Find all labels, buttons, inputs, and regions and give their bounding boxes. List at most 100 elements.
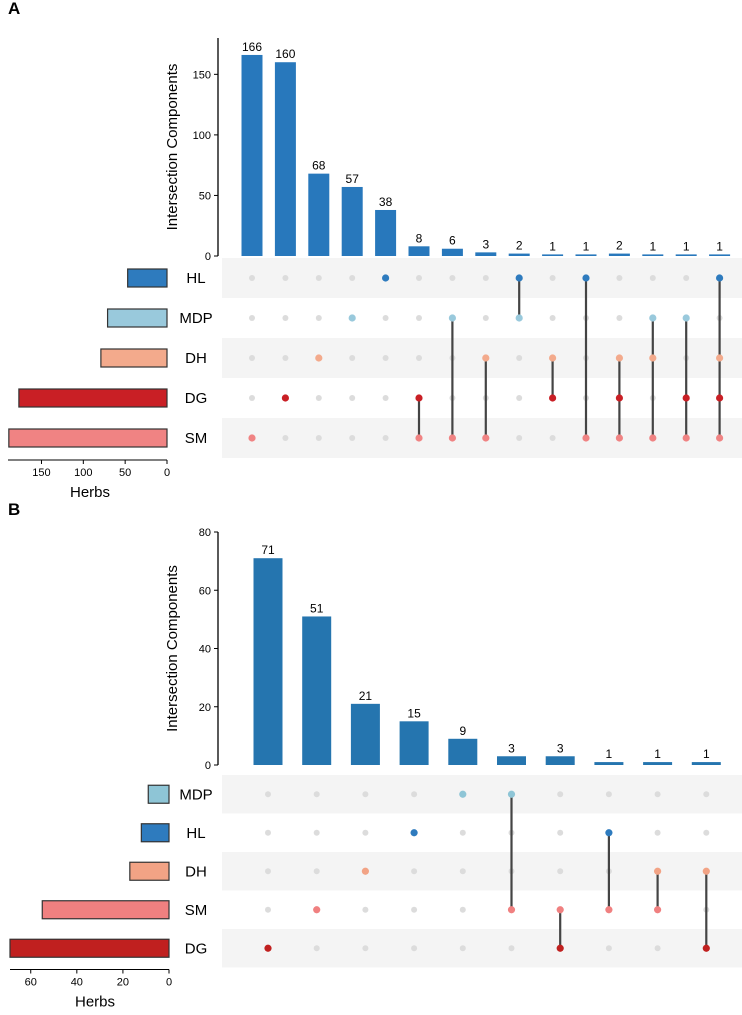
bar-value-label: 21 [359, 689, 373, 703]
matrix-empty-dot [313, 791, 320, 798]
y-tick-label: 0 [205, 251, 211, 263]
bar-value-label: 71 [261, 543, 275, 557]
bar-value-label: 1 [583, 239, 590, 253]
y-tick-label: 40 [199, 644, 211, 656]
matrix-active-dot [507, 790, 516, 798]
matrix-active-dot [515, 314, 523, 322]
y-tick-label: 60 [199, 585, 211, 597]
bar-value-label: 1 [649, 239, 656, 253]
matrix-active-dot [702, 867, 710, 875]
set-size-bar [100, 348, 168, 368]
matrix-empty-dot [315, 275, 322, 281]
intersection-bar [608, 253, 630, 256]
matrix-active-dot [582, 274, 590, 282]
matrix-active-dot [281, 394, 289, 402]
bar-value-label: 2 [616, 239, 623, 253]
matrix-empty-dot [349, 275, 356, 281]
matrix-empty-dot [557, 791, 564, 798]
intersection-bar [497, 756, 526, 765]
set-size-bar [9, 938, 170, 958]
set-size-tick-label: 50 [119, 467, 131, 479]
y-tick-label: 150 [193, 69, 211, 81]
upset-panel-B: B 0 20 40 60 80 Intersection Components 71 51 21 1… [8, 500, 742, 1011]
matrix-active-dot [482, 434, 490, 442]
panel-label: A [8, 0, 20, 18]
bar-value-label: 1 [606, 747, 613, 761]
matrix-active-dot [682, 394, 690, 402]
matrix-empty-dot [362, 906, 369, 913]
intersection-bar [691, 762, 721, 765]
matrix-empty-dot [654, 829, 661, 836]
intersection-bar [475, 252, 497, 256]
bar-value-label: 166 [242, 40, 262, 54]
matrix-empty-dot [549, 435, 556, 441]
set-name-label: DG [185, 390, 208, 407]
matrix-active-dot [654, 867, 662, 875]
matrix-empty-dot [315, 435, 322, 441]
bar-value-label: 1 [716, 239, 723, 253]
matrix-empty-dot [249, 395, 255, 401]
matrix-empty-dot [703, 829, 710, 836]
matrix-active-dot [615, 354, 624, 362]
set-size-bar [147, 784, 170, 804]
matrix-empty-dot [315, 315, 322, 321]
matrix-empty-dot [282, 275, 289, 281]
set-size-bar [129, 861, 170, 881]
set-size-tick-label: 60 [25, 977, 37, 989]
matrix-active-dot [507, 906, 516, 914]
matrix-empty-dot [683, 275, 690, 281]
intersection-bar [709, 254, 731, 256]
matrix-empty-dot [382, 355, 389, 361]
intersection-bar [350, 703, 380, 765]
matrix-active-dot [615, 434, 624, 442]
intersection-bar [448, 738, 478, 765]
bar-value-label: 3 [508, 741, 515, 755]
set-size-bar [18, 388, 168, 408]
matrix-empty-dot [557, 868, 564, 875]
y-tick-label: 0 [205, 760, 211, 772]
bar-value-label: 8 [416, 231, 423, 245]
matrix-empty-dot [349, 435, 356, 441]
matrix-empty-dot [411, 945, 418, 952]
matrix-row-band [222, 929, 742, 968]
matrix-empty-dot [313, 868, 320, 875]
matrix-active-dot [605, 829, 613, 837]
matrix-active-dot [382, 274, 390, 282]
matrix-empty-dot [616, 315, 623, 321]
bar-value-label: 15 [407, 706, 421, 720]
matrix-empty-dot [265, 791, 271, 798]
matrix-active-dot [605, 906, 613, 914]
set-size-bar [8, 428, 168, 448]
intersection-bar [575, 254, 597, 256]
matrix-active-dot [549, 354, 557, 362]
matrix-empty-dot [411, 868, 418, 875]
set-size-tick-label: 100 [74, 467, 92, 479]
matrix-active-dot [361, 867, 369, 875]
y-axis-title: Intersection Components [164, 64, 181, 231]
matrix-empty-dot [282, 315, 289, 321]
set-name-label: DH [185, 350, 207, 367]
y-axis-title: Intersection Components [164, 565, 181, 732]
set-name-label: HL [186, 825, 205, 842]
matrix-active-dot [549, 394, 557, 402]
matrix-empty-dot [282, 355, 289, 361]
matrix-row-band [222, 338, 742, 378]
matrix-active-dot [415, 394, 423, 402]
matrix-empty-dot [654, 945, 661, 952]
intersection-bar [545, 756, 575, 765]
matrix-active-dot [682, 314, 690, 322]
matrix-empty-dot [482, 315, 489, 321]
matrix-empty-dot [362, 791, 369, 798]
matrix-active-dot [615, 394, 624, 402]
intersection-bar [274, 62, 296, 256]
intersection-bar [642, 254, 664, 256]
matrix-empty-dot [549, 315, 556, 321]
set-name-label: DH [185, 863, 207, 880]
set-size-tick-label: 150 [32, 467, 50, 479]
bar-value-label: 38 [379, 195, 393, 209]
bar-value-label: 3 [557, 741, 564, 755]
y-tick-label: 50 [199, 190, 211, 202]
matrix-empty-dot [654, 791, 661, 798]
matrix-empty-dot [382, 315, 389, 321]
